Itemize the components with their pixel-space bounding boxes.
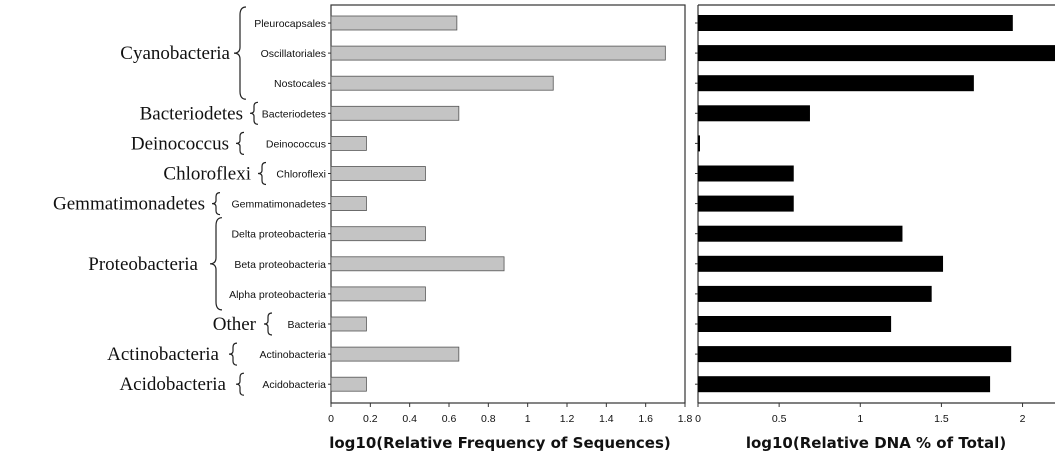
left-x-tick-label: 0.6 (442, 413, 457, 425)
right-bar (698, 316, 892, 332)
group-brace (233, 6, 247, 100)
category-label: Bacteriodetes (262, 108, 326, 120)
group-brace (263, 312, 273, 336)
category-label: Acidobacteria (262, 379, 326, 391)
category-label: Actinobacteria (259, 349, 326, 361)
category-label: Nostocales (274, 78, 326, 90)
left-bar (330, 75, 554, 91)
category-label: Bacteria (287, 319, 326, 331)
category-label: Delta proteobacteria (231, 229, 326, 241)
right-x-axis-label: log10(Relative DNA % of Total) (746, 434, 1006, 452)
right-bar (698, 105, 810, 122)
group-brace (249, 101, 259, 125)
group-label: Acidobacteria (119, 374, 226, 395)
category-label: Deinococcus (266, 138, 326, 150)
group-brace (209, 217, 223, 311)
left-x-tick-label: 0 (328, 413, 334, 425)
left-x-axis-label: log10(Relative Frequency of Sequences) (329, 434, 671, 452)
left-bar (330, 166, 426, 181)
right-bar (698, 376, 991, 393)
left-bar (330, 226, 426, 242)
group-brace (211, 192, 221, 216)
group-brace (235, 131, 245, 155)
right-bar (698, 195, 794, 212)
left-x-tick-label: 1 (525, 413, 531, 425)
right-bar (698, 346, 1012, 363)
group-label: Gemmatimonadetes (53, 194, 205, 215)
group-label: Proteobacteria (88, 254, 198, 275)
right-x-tick-label: 0 (695, 413, 701, 425)
category-label: Alpha proteobacteria (229, 289, 326, 301)
group-label: Other (213, 314, 257, 335)
group-brace (228, 342, 238, 366)
left-bar (330, 105, 460, 121)
left-bar (330, 135, 367, 151)
category-label: Pleurocapsales (254, 18, 326, 30)
right-bar (698, 225, 903, 242)
right-x-tick-label: 1.5 (934, 413, 949, 425)
right-x-tick-label: 0.5 (772, 413, 787, 425)
category-label: Chloroflexi (276, 169, 326, 181)
group-brace (257, 161, 267, 186)
right-bar (698, 75, 974, 92)
left-x-tick-label: 1.6 (638, 413, 653, 425)
group-label: Bacteriodetes (140, 103, 243, 124)
group-brace (235, 372, 245, 396)
right-bar (698, 15, 1013, 31)
left-bar (330, 256, 505, 272)
left-x-tick-label: 1.4 (599, 413, 614, 425)
left-bar (330, 15, 458, 31)
category-label: Gemmatimonadetes (231, 199, 326, 211)
right-x-tick-label: 1 (857, 413, 863, 425)
left-plot-frame (330, 4, 686, 404)
left-bar (330, 376, 367, 392)
left-bar (330, 45, 666, 61)
left-x-tick-label: 1.2 (560, 413, 575, 425)
left-x-tick-label: 0.4 (402, 413, 417, 425)
right-bar (698, 285, 932, 302)
left-bar (330, 196, 367, 212)
group-label: Deinococcus (131, 133, 229, 154)
right-x-tick-label: 2 (1020, 413, 1026, 425)
left-bar (330, 316, 367, 332)
group-label: Actinobacteria (107, 344, 219, 365)
left-bar (330, 346, 460, 362)
right-bar (698, 165, 794, 182)
right-bar (698, 45, 1055, 62)
right-bar (698, 135, 700, 152)
right-bar (698, 255, 944, 272)
category-label: Oscillatoriales (261, 48, 326, 60)
group-label: Chloroflexi (163, 164, 251, 185)
left-x-tick-label: 0.2 (363, 413, 378, 425)
left-bar (330, 286, 426, 302)
left-x-tick-label: 1.8 (678, 413, 693, 425)
category-label: Beta proteobacteria (234, 259, 326, 271)
left-x-tick-label: 0.8 (481, 413, 496, 425)
group-label: Cyanobacteria (120, 43, 230, 64)
